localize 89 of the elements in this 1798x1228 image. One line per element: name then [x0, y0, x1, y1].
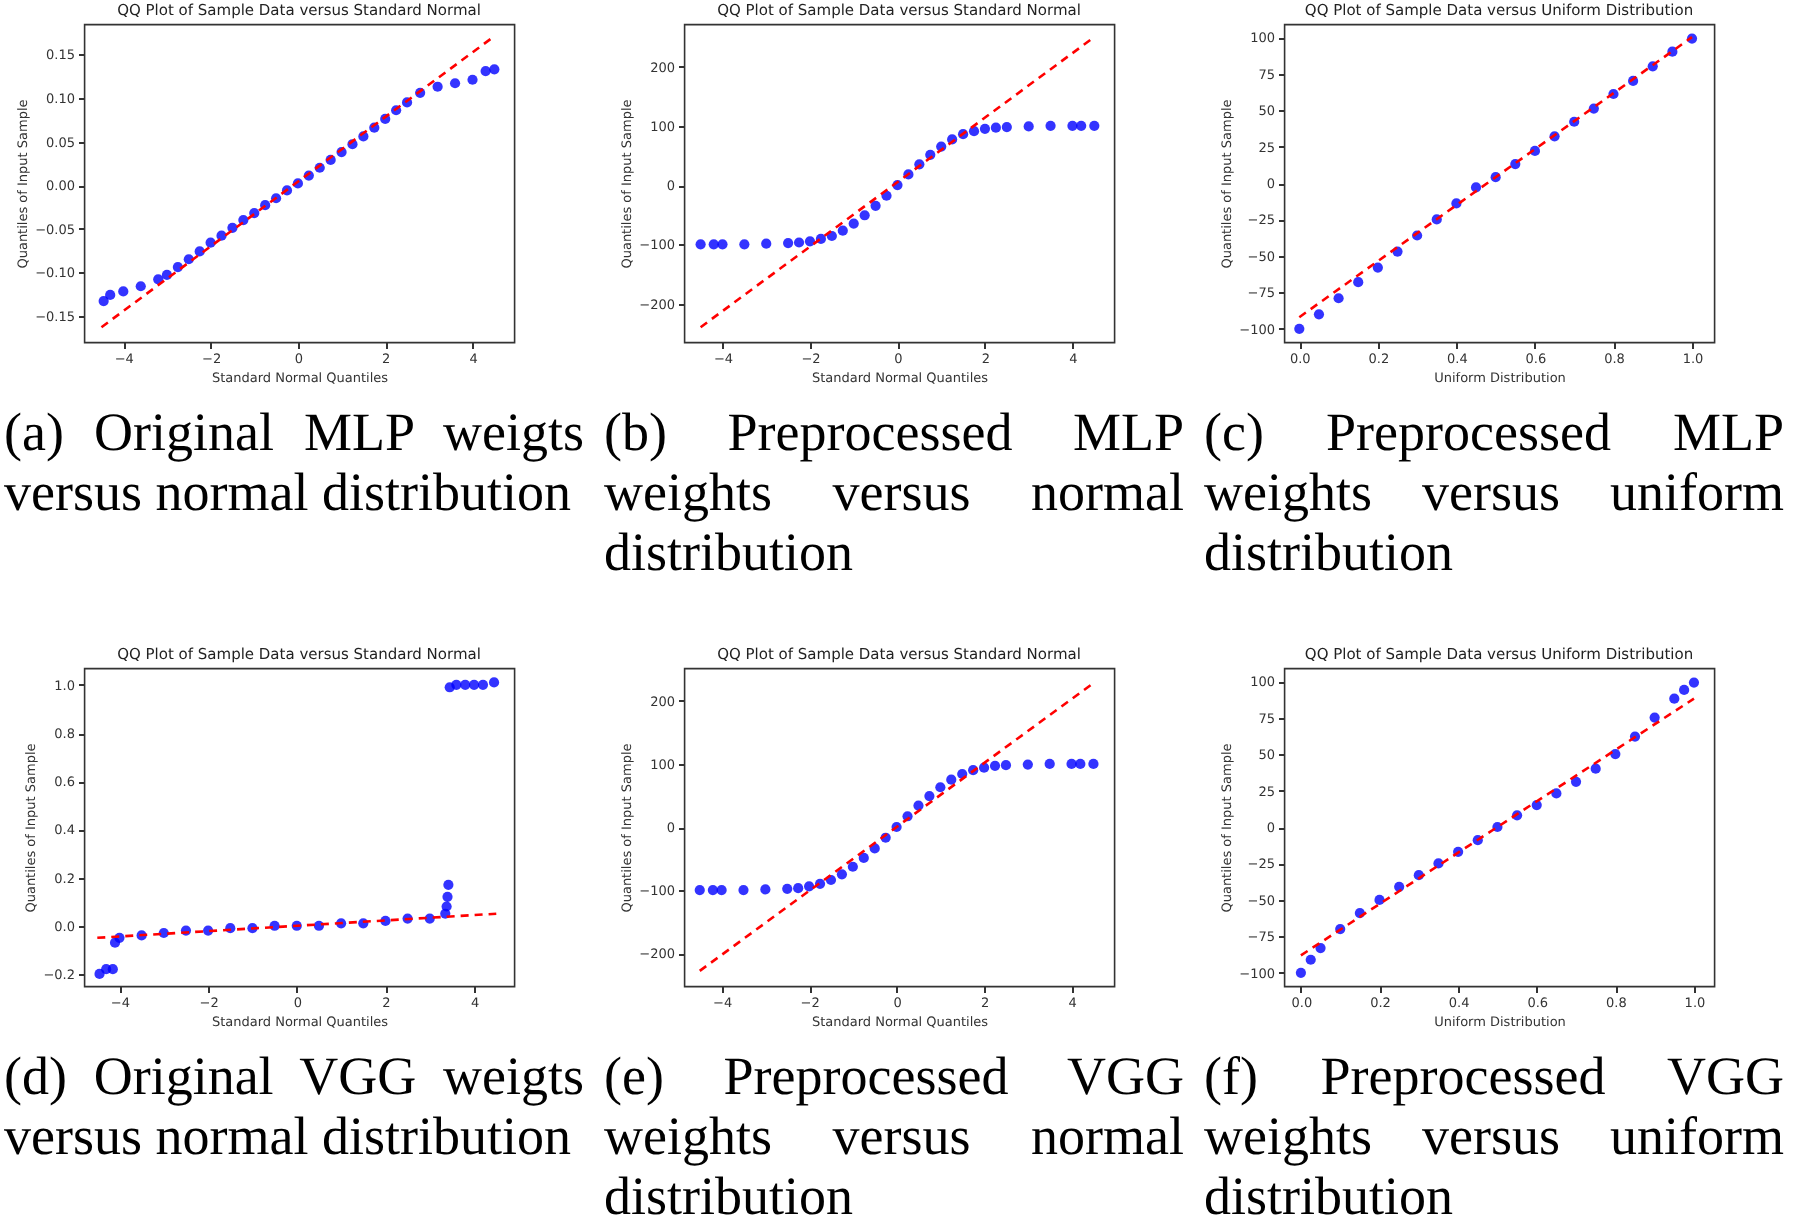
point: [1374, 894, 1385, 906]
point: [1295, 967, 1306, 978]
point: [443, 879, 454, 890]
point: [848, 218, 859, 229]
text: (f) Preprocessed VGG weights versus uniform distribution: [1202, 1046, 1784, 1226]
point: [716, 885, 727, 896]
point: [1570, 776, 1582, 787]
point: [135, 281, 146, 292]
point: [1333, 293, 1344, 304]
point: [432, 81, 443, 92]
point: [847, 861, 858, 872]
point: [1045, 120, 1056, 131]
text: (b) Preprocessed MLP weights versus normal distribution: [602, 402, 1184, 582]
point: [469, 679, 480, 690]
point: [1551, 788, 1562, 799]
point: [441, 901, 452, 912]
text: (d) Original VGG weigts versus normal distribution: [2, 1046, 584, 1166]
point: [826, 230, 837, 242]
point: [738, 885, 749, 896]
point: [989, 760, 1001, 771]
point: [1067, 120, 1078, 131]
point: [783, 238, 794, 249]
point: [98, 295, 109, 307]
point: [1610, 748, 1621, 760]
point: [1089, 120, 1100, 131]
point: [488, 677, 500, 688]
text: (a) Original MLP weigts versus normal distribution: [2, 402, 584, 522]
point: [1001, 121, 1012, 133]
point: [935, 782, 946, 793]
point: [1313, 309, 1325, 320]
point: [793, 883, 804, 894]
point: [793, 237, 805, 248]
point: [913, 800, 924, 811]
point: [1688, 677, 1700, 688]
point: [227, 222, 238, 233]
point: [1669, 693, 1680, 704]
point: [1353, 277, 1364, 288]
point: [979, 123, 991, 134]
point: [1044, 758, 1055, 769]
point: [717, 239, 728, 250]
point: [739, 239, 750, 250]
point: [968, 126, 980, 137]
point: [804, 236, 816, 247]
point: [782, 883, 793, 894]
point: [1075, 758, 1086, 769]
point: [804, 881, 815, 892]
point: [94, 968, 105, 980]
point: [1088, 758, 1099, 769]
point: [1470, 182, 1482, 193]
point: [694, 885, 705, 896]
point: [489, 64, 500, 75]
point: [761, 238, 772, 249]
text: (e) Preprocessed VGG weights versus normal distribution: [602, 1046, 1184, 1226]
point: [1294, 323, 1305, 334]
point: [449, 78, 461, 89]
point: [451, 679, 462, 690]
point: [708, 239, 719, 250]
point: [107, 964, 118, 975]
point: [870, 200, 881, 211]
point: [836, 869, 848, 880]
point: [1305, 954, 1316, 965]
point: [1000, 760, 1012, 771]
point: [1372, 262, 1383, 273]
point: [1066, 758, 1077, 769]
point: [990, 122, 1001, 133]
point: [1315, 942, 1326, 954]
point: [1590, 763, 1601, 774]
point: [460, 679, 471, 690]
point: [480, 65, 491, 77]
point: [924, 790, 935, 802]
point: [760, 884, 771, 895]
point: [707, 885, 718, 896]
point: [118, 286, 129, 297]
point: [1076, 120, 1087, 131]
point: [1023, 121, 1034, 132]
point: [467, 74, 478, 85]
point: [105, 289, 116, 301]
point: [1022, 759, 1033, 770]
point: [859, 210, 870, 221]
text: (c) Preprocessed MLP weights versus uniform distribution: [1202, 402, 1784, 582]
point: [1649, 712, 1660, 723]
point: [1679, 684, 1690, 695]
point: [205, 237, 216, 248]
point: [695, 239, 706, 250]
point: [477, 679, 489, 690]
point: [858, 852, 869, 864]
point: [442, 891, 453, 902]
point: [946, 774, 957, 785]
point: [837, 225, 848, 236]
